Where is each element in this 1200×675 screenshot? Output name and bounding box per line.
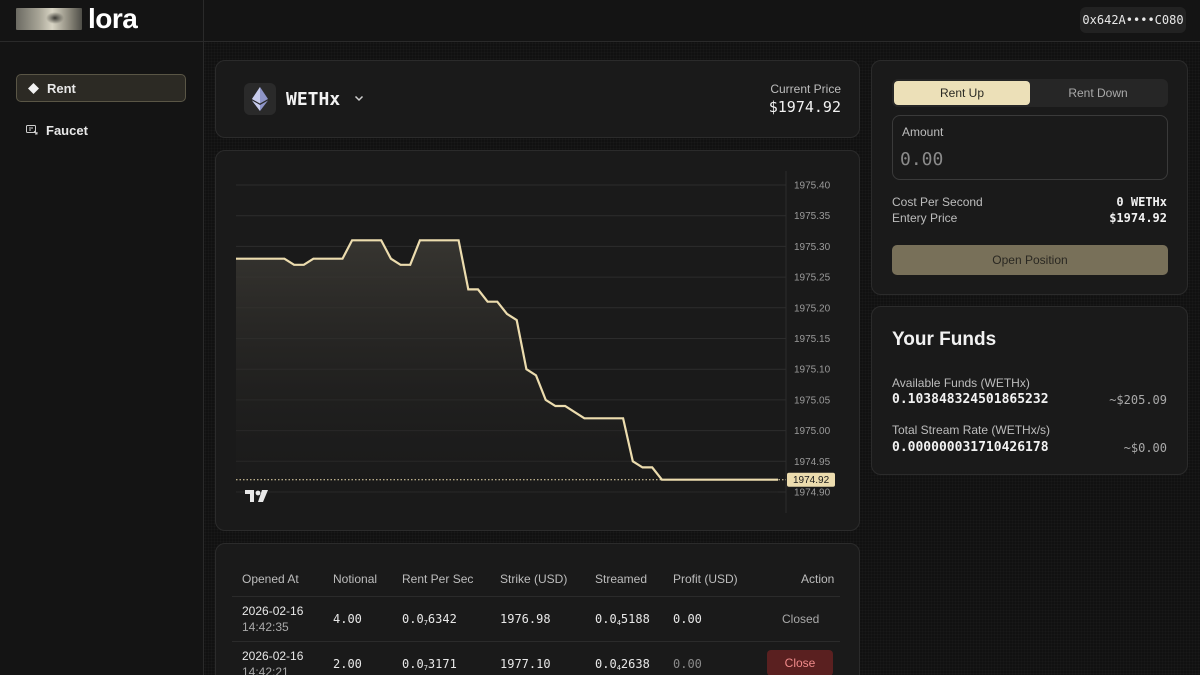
opened-date: 2026-02-16 bbox=[242, 604, 304, 618]
price-line bbox=[236, 239, 778, 481]
stream-rate-label: Total Stream Rate (WETHx/s) bbox=[892, 423, 1051, 437]
cost-per-second-label: Cost Per Second bbox=[892, 195, 983, 209]
y-tick-label: 1975.40 bbox=[794, 181, 831, 192]
app-logo[interactable]: lora bbox=[88, 3, 138, 34]
rent-per-sec-value: 0.076342 bbox=[402, 612, 457, 627]
column-header-rent-per-sec: Rent Per Sec bbox=[402, 572, 474, 586]
opened-time: 14:42:21 bbox=[242, 665, 289, 675]
stream-rate-value: 0.000000031710426178 bbox=[892, 440, 1049, 455]
column-header-strike: Strike (USD) bbox=[500, 572, 568, 586]
opened-date: 2026-02-16 bbox=[242, 649, 304, 663]
y-tick-label: 1975.15 bbox=[794, 334, 831, 345]
available-funds-value: 0.103848324501865232 bbox=[892, 392, 1049, 407]
diamond-icon bbox=[27, 82, 39, 94]
streamed-value: 0.042638 bbox=[595, 657, 650, 672]
entry-price-value: $1974.92 bbox=[1109, 211, 1167, 225]
faucet-icon bbox=[26, 124, 38, 136]
y-tick-label: 1975.05 bbox=[794, 395, 831, 406]
current-price-axis-label: 1974.92 bbox=[793, 475, 830, 486]
row-divider bbox=[232, 596, 840, 597]
chevron-down-icon[interactable] bbox=[352, 91, 366, 105]
price-chart[interactable]: 1975.40 1975.35 1975.30 1975.25 1975.20 1975.… bbox=[216, 151, 861, 532]
available-funds-label: Available Funds (WETHx) bbox=[892, 376, 1030, 390]
tab-rent-up[interactable]: Rent Up bbox=[894, 81, 1030, 105]
sidebar-item-label: Faucet bbox=[46, 122, 88, 138]
current-price-badge bbox=[787, 472, 835, 487]
y-tick-label: 1975.20 bbox=[794, 303, 831, 314]
close-position-button[interactable]: Close bbox=[767, 650, 833, 675]
strike-value: 1977.10 bbox=[500, 657, 551, 671]
top-bar: lora 0x642A••••C080 bbox=[0, 0, 1200, 42]
profit-value: 0.00 bbox=[673, 612, 702, 626]
y-tick-label: 1975.00 bbox=[794, 426, 831, 437]
price-area bbox=[236, 240, 778, 496]
header-divider bbox=[203, 0, 204, 42]
open-position-button[interactable]: Open Position bbox=[892, 245, 1168, 275]
cost-per-second-value: 0 WETHx bbox=[1116, 195, 1167, 209]
tradingview-logo-icon[interactable] bbox=[245, 490, 268, 502]
available-funds-usd: ~$205.09 bbox=[1109, 393, 1167, 407]
rent-direction-toggle: Rent Up Rent Down bbox=[892, 79, 1168, 107]
opened-time: 14:42:35 bbox=[242, 620, 289, 634]
positions-table-card: Opened At Notional Rent Per Sec Strike (… bbox=[215, 543, 860, 675]
rent-panel-card: Rent Up Rent Down Amount Cost Per Second… bbox=[871, 60, 1188, 295]
profit-value: 0.00 bbox=[673, 657, 702, 671]
y-tick-label: 1975.25 bbox=[794, 273, 831, 284]
current-price-label: Current Price bbox=[770, 82, 841, 96]
column-header-action: Action bbox=[801, 572, 835, 586]
y-tick-label: 1974.90 bbox=[794, 488, 831, 499]
logo-image bbox=[16, 8, 82, 30]
sidebar-item-faucet[interactable]: Faucet bbox=[16, 116, 186, 144]
y-tick-label: 1975.10 bbox=[794, 365, 831, 376]
y-tick-label: 1974.95 bbox=[794, 457, 831, 468]
your-funds-card: Your Funds Available Funds (WETHx) 0.103… bbox=[871, 306, 1188, 475]
sidebar-item-label: Rent bbox=[47, 80, 76, 96]
column-header-opened-at: Opened At bbox=[242, 572, 299, 586]
token-selector[interactable]: WETHx bbox=[286, 89, 341, 110]
strike-value: 1976.98 bbox=[500, 612, 551, 626]
rent-per-sec-value: 0.073171 bbox=[402, 657, 457, 672]
column-header-profit: Profit (USD) bbox=[673, 572, 738, 586]
y-tick-label: 1975.30 bbox=[794, 242, 831, 253]
ethereum-icon bbox=[244, 83, 276, 115]
notional-value: 2.00 bbox=[333, 657, 362, 671]
closed-status: Closed bbox=[782, 612, 820, 626]
sidebar-item-rent[interactable]: Rent bbox=[16, 74, 186, 102]
stream-rate-usd: ~$0.00 bbox=[1123, 441, 1167, 455]
current-price-value: $1974.92 bbox=[768, 98, 841, 116]
row-divider bbox=[232, 641, 840, 642]
funds-title: Your Funds bbox=[892, 329, 997, 350]
amount-field-box: Amount bbox=[892, 115, 1168, 180]
column-header-streamed: Streamed bbox=[595, 572, 648, 586]
entry-price-label: Entery Price bbox=[892, 211, 958, 225]
column-header-notional: Notional bbox=[333, 572, 378, 586]
tab-rent-down[interactable]: Rent Down bbox=[1068, 86, 1128, 100]
price-chart-card: 1975.40 1975.35 1975.30 1975.25 1975.20 1975.… bbox=[215, 150, 860, 531]
notional-value: 4.00 bbox=[333, 612, 362, 626]
amount-input[interactable] bbox=[900, 146, 1150, 172]
token-header-card: WETHx Current Price $1974.92 bbox=[215, 60, 860, 138]
streamed-value: 0.045188 bbox=[595, 612, 650, 627]
sidebar: Rent Faucet bbox=[0, 42, 204, 675]
y-tick-label: 1975.35 bbox=[794, 211, 831, 222]
amount-label: Amount bbox=[902, 125, 944, 139]
wallet-address-button[interactable]: 0x642A••••C080 bbox=[1080, 7, 1186, 33]
